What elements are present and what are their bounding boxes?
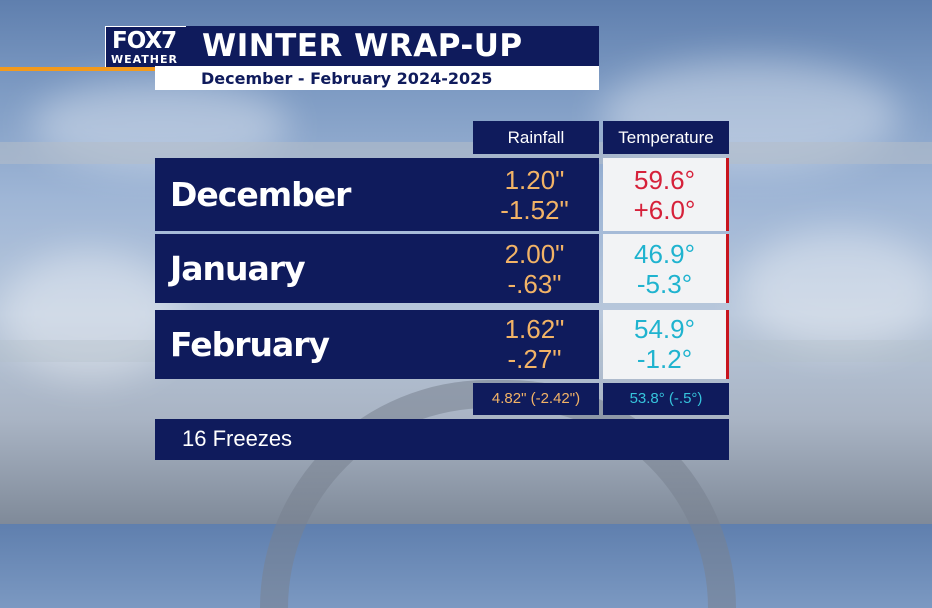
freezes-bar: 16 Freezes [155,419,729,460]
month-row-february: February 1.62" -.27" 54.9° -1.2° [155,310,729,379]
freezes-count: 16 Freezes [182,426,293,451]
temp-departure: -5.3° [636,269,693,299]
subtitle-bar: December - February 2024-2025 [155,66,599,90]
logo-sub: WEATHER [111,53,179,66]
fox7-weather-logo: FOX7 WEATHER [105,26,187,69]
header-temperature: Temperature [603,121,729,154]
month-row-december: December 1.20" -1.52" 59.6° +6.0° [155,158,729,231]
rain-value: 2.00" [504,239,565,269]
temp-departure: +6.0° [633,195,696,225]
temp-value: 54.9° [633,314,695,344]
temp-departure: -1.2° [636,344,693,374]
temp-edge-bar [726,310,729,379]
month-name: January [170,249,306,288]
header-rainfall: Rainfall [473,121,599,154]
page-subtitle: December - February 2024-2025 [201,69,493,88]
rainfall-total: 4.82" (-2.42") [473,383,599,415]
temp-edge-bar [726,158,729,231]
title-bar: WINTER WRAP-UP [186,26,599,66]
temp-value: 59.6° [633,165,695,195]
temp-value: 46.9° [633,239,695,269]
accent-line [0,67,186,71]
temp-edge-bar [726,234,729,303]
month-row-january: January 2.00" -.63" 46.9° -5.3° [155,234,729,303]
rain-departure: -.63" [507,269,562,299]
logo-brand: FOX7 [112,28,177,54]
rain-value: 1.20" [504,165,565,195]
month-name: December [170,175,351,214]
rain-value: 1.62" [504,314,565,344]
page-title: WINTER WRAP-UP [202,28,523,64]
month-name: February [170,325,330,364]
rain-departure: -1.52" [500,195,569,225]
rain-departure: -.27" [507,344,562,374]
temperature-total: 53.8° (-.5°) [603,383,729,415]
